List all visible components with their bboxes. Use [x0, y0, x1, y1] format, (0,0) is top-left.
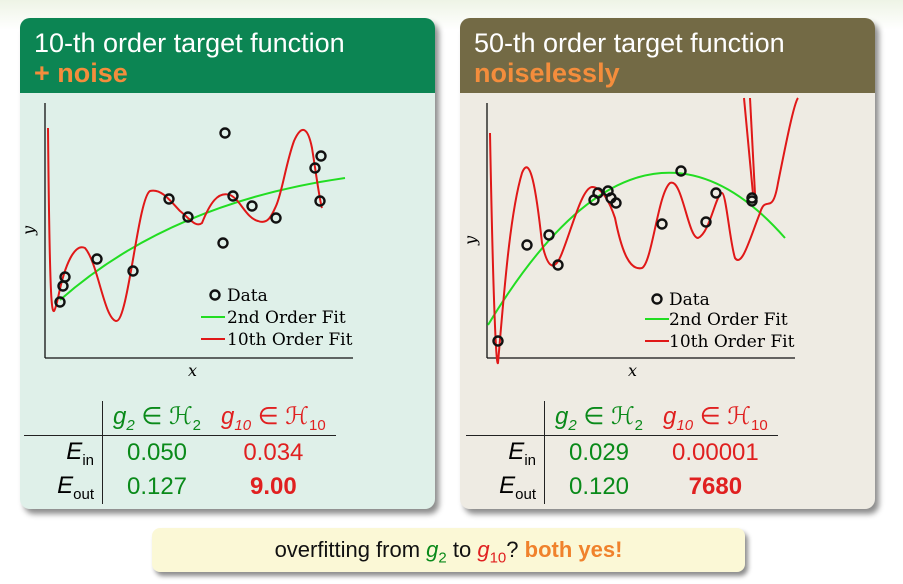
data-point	[710, 187, 722, 199]
callout-g2-sub: 2	[438, 549, 447, 567]
conclusion-callout: overfitting from g2 to g10? both yes!	[152, 528, 745, 572]
data-point	[163, 193, 175, 205]
eout-g2-value: 0.120	[568, 473, 630, 500]
data-point	[492, 335, 504, 347]
callout-to: to	[446, 537, 478, 562]
left-plot-data-points	[54, 127, 327, 308]
ein-g10-value: 0.00001	[671, 439, 759, 466]
callout-g2: g	[426, 537, 439, 562]
right-results-table: g2 ∈ ℋ2 g10 ∈ ℋ10 Ein 0.029 0.00001 Eout…	[466, 401, 778, 504]
right-plot-fit10-curve	[489, 97, 799, 365]
right-plot-xlabel: x	[628, 361, 637, 380]
col-g2-header: g2 ∈ ℋ2	[102, 401, 212, 436]
data-point	[314, 195, 326, 207]
legend-data-label: Data	[227, 286, 268, 306]
data-point	[59, 271, 71, 283]
data-point	[610, 197, 622, 209]
eout-g2-value: 0.127	[126, 473, 188, 500]
data-point	[270, 212, 282, 224]
legend-fit2-label: 2nd Order Fit	[227, 308, 346, 328]
data-point	[217, 237, 229, 249]
callout-prefix: overfitting from	[274, 537, 427, 562]
legend-fit2-label: 2nd Order Fit	[669, 310, 788, 330]
right-plot-fit10-spike-right	[749, 97, 756, 195]
callout-g10-sub: 10	[489, 549, 507, 567]
col-g10-header: g10 ∈ ℋ10	[211, 401, 336, 436]
right-panel-title: 50-th order target function	[474, 28, 785, 58]
data-point	[219, 127, 231, 139]
col-g2-header: g2 ∈ ℋ2	[544, 401, 654, 436]
ein-g2-value: 0.029	[568, 439, 630, 466]
data-point	[315, 150, 327, 162]
callout-question: ?	[506, 537, 525, 562]
legend-data-label: Data	[669, 290, 710, 310]
row-eout-label: Eout	[24, 470, 103, 504]
legend-data-marker	[209, 289, 221, 301]
data-point	[543, 229, 555, 241]
row-ein-label: Ein	[466, 435, 545, 470]
col-g10-header: g10 ∈ ℋ10	[653, 401, 778, 436]
left-plot-ylabel: y	[20, 225, 38, 236]
right-panel-subtitle: noiselessly	[474, 58, 620, 88]
data-point	[246, 200, 258, 212]
data-point	[227, 190, 239, 202]
left-plot: y x Data 2nd Order Fit 10th	[20, 103, 353, 380]
data-point	[309, 162, 321, 174]
left-plot-fit10-curve	[47, 127, 323, 323]
right-plot-data-points	[492, 165, 758, 347]
right-plot-ylabel: y	[461, 235, 480, 246]
data-point	[182, 211, 194, 223]
callout-g10: g	[477, 537, 490, 562]
eout-g10-value: 9.00	[250, 473, 297, 500]
legend-fit10-label: 10th Order Fit	[669, 332, 795, 352]
row-eout-label: Eout	[466, 470, 545, 504]
data-point	[592, 187, 604, 199]
data-point	[127, 265, 139, 277]
left-panel-header: 10-th order target function + noise	[20, 18, 435, 93]
left-plot-legend: Data 2nd Order Fit 10th Order Fit	[201, 286, 353, 350]
eout-g10-value: 7680	[688, 473, 743, 500]
left-panel-subtitle: + noise	[34, 58, 128, 88]
right-panel: 50-th order target function noiselessly …	[460, 18, 875, 509]
right-plot-legend: Data 2nd Order Fit 10th Order Fit	[645, 290, 795, 352]
data-point	[54, 296, 66, 308]
legend-fit10-label: 10th Order Fit	[227, 330, 353, 350]
data-point	[746, 195, 758, 207]
ein-g10-value: 0.034	[243, 439, 304, 466]
data-point	[675, 165, 687, 177]
right-plot-fit10-spike-left	[743, 97, 754, 195]
left-plot-xlabel: x	[188, 361, 197, 380]
left-plot-fit2-curve	[59, 177, 346, 301]
data-point	[91, 253, 103, 265]
right-panel-header: 50-th order target function noiselessly	[460, 18, 875, 93]
row-ein-label: Ein	[24, 435, 103, 470]
right-plot: y x Data 2nd Order Fit	[461, 97, 799, 380]
data-point	[521, 239, 533, 251]
ein-g2-value: 0.050	[126, 439, 188, 466]
legend-data-marker	[651, 293, 663, 305]
callout-answer: both yes!	[524, 537, 623, 562]
data-point	[552, 259, 564, 271]
left-results-table: g2 ∈ ℋ2 g10 ∈ ℋ10 Ein 0.050 0.034 Eout 0…	[24, 401, 336, 504]
left-panel-title: 10-th order target function	[34, 28, 345, 58]
right-plot-fit2-curve	[487, 171, 786, 326]
data-point	[700, 216, 712, 228]
left-panel: 10-th order target function + noise y x	[20, 18, 435, 509]
data-point	[656, 218, 668, 230]
